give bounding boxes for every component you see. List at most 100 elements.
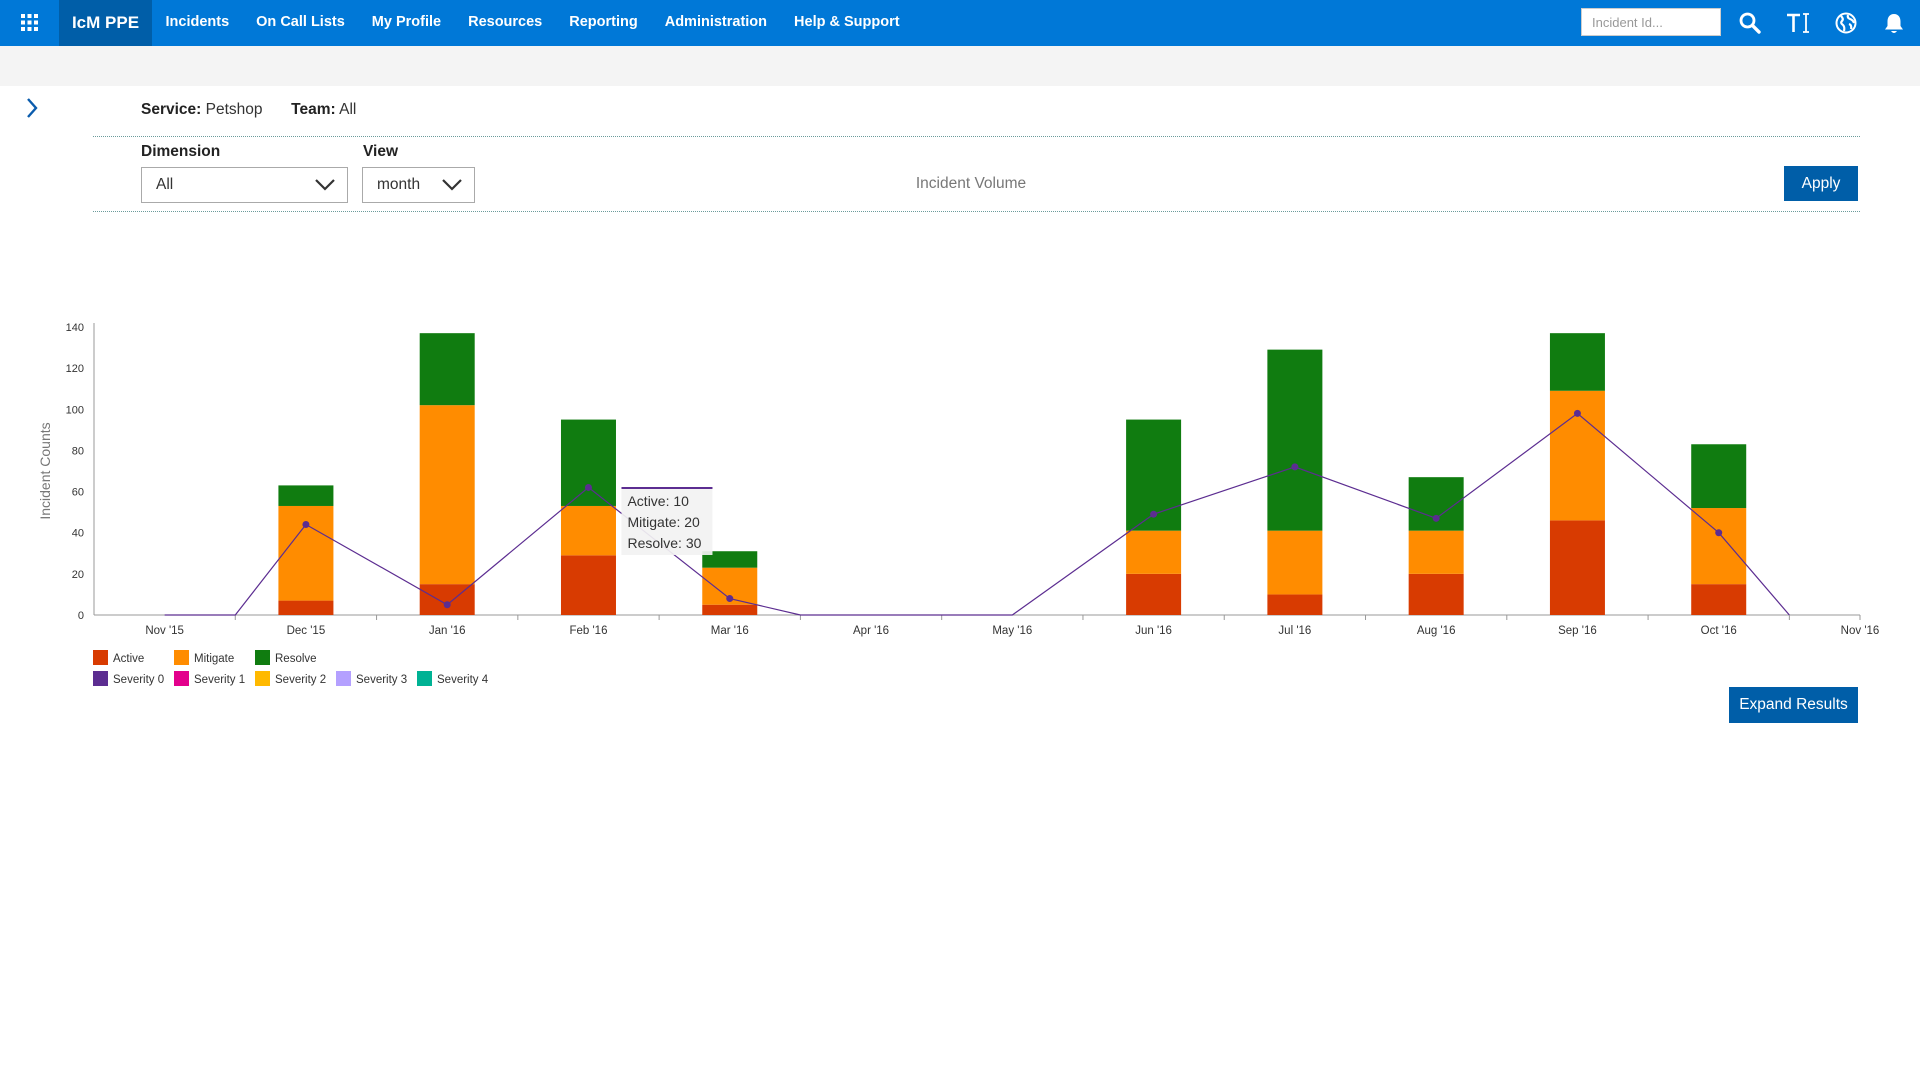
- chevron-right-icon: [27, 98, 38, 118]
- dimension-select[interactable]: All: [141, 167, 348, 203]
- x-tick-label: Mar '16: [711, 625, 749, 637]
- nav-on-call-lists[interactable]: On Call Lists: [256, 14, 345, 30]
- chevron-down-icon: [315, 179, 335, 191]
- y-tick-label: 80: [72, 445, 84, 457]
- bar-segment-mitigate: [1691, 508, 1747, 585]
- severity-point: [1291, 463, 1299, 471]
- severity-line: [164, 412, 1790, 616]
- bar-segment-active: [1691, 584, 1747, 615]
- bar-segment-active: [1549, 520, 1605, 615]
- severity-point: [1150, 510, 1158, 518]
- severity-point: [1573, 409, 1581, 417]
- severity-point: [726, 595, 734, 603]
- severity-point: [1715, 529, 1723, 537]
- bar-segment-mitigate: [419, 405, 475, 585]
- severity-point: [584, 483, 592, 491]
- view-label: View: [363, 143, 399, 160]
- brand-home-link[interactable]: IcM PPE: [59, 0, 152, 46]
- legend-swatch: [174, 671, 189, 686]
- incident-id-search-input[interactable]: [1581, 8, 1721, 36]
- globe-icon: [1835, 12, 1857, 34]
- nav-my-profile[interactable]: My Profile: [371, 14, 442, 30]
- chevron-down-icon: [442, 179, 462, 191]
- divider-bottom: [93, 211, 1860, 212]
- severity-point: [302, 520, 310, 528]
- bar-segment-active: [1408, 573, 1464, 615]
- nav-help-support[interactable]: Help & Support: [794, 14, 900, 30]
- legend-swatch: [417, 671, 432, 686]
- bar-segment-resolve: [1549, 333, 1605, 391]
- search-button[interactable]: [1733, 0, 1767, 46]
- x-tick-label: Aug '16: [1417, 625, 1456, 637]
- legend-label: Severity 4: [437, 674, 489, 686]
- legend-label: Severity 0: [113, 674, 164, 686]
- search-icon: [1739, 12, 1761, 34]
- notifications-button[interactable]: [1877, 0, 1911, 46]
- sub-header-band: [0, 46, 1920, 86]
- tooltip-line: Mitigate: 20: [627, 514, 700, 530]
- bar-segment-resolve: [278, 485, 334, 506]
- severity-point: [1432, 514, 1440, 522]
- legend-label: Active: [113, 653, 144, 665]
- x-tick-label: Feb '16: [569, 625, 607, 637]
- legend-label: Severity 3: [356, 674, 407, 686]
- main-nav: Incidents On Call Lists My Profile Resou…: [152, 0, 913, 46]
- tooltip-line: Active: 10: [627, 493, 689, 509]
- dimension-label: Dimension: [141, 143, 221, 160]
- bar-segment-resolve: [560, 419, 616, 506]
- nav-incidents[interactable]: Incidents: [165, 14, 230, 30]
- bar-segment-mitigate: [1408, 530, 1464, 574]
- service-value: Petshop: [205, 101, 263, 118]
- bar-segment-active: [278, 600, 334, 615]
- x-tick-label: Sep '16: [1558, 625, 1597, 637]
- apply-button[interactable]: Apply: [1784, 166, 1858, 201]
- top-nav-bar: IcM PPE Incidents On Call Lists My Profi…: [0, 0, 1920, 46]
- tooltip-box: [621, 488, 713, 555]
- expand-results-button[interactable]: Expand Results: [1729, 687, 1858, 723]
- view-value: month: [377, 176, 421, 193]
- x-tick-label: Jun '16: [1135, 625, 1172, 637]
- x-tick-label: Jul '16: [1278, 625, 1311, 637]
- bar-segment-resolve: [419, 333, 475, 406]
- side-panel-toggle[interactable]: [22, 96, 42, 120]
- team-value: All: [339, 101, 357, 118]
- legend-swatch: [93, 671, 108, 686]
- team-label: Team:: [291, 101, 336, 118]
- x-tick-label: Jan '16: [429, 625, 466, 637]
- y-tick-label: 40: [72, 528, 84, 540]
- service-label: Service:: [141, 101, 202, 118]
- language-button[interactable]: [1829, 0, 1863, 46]
- legend-swatch: [93, 650, 108, 665]
- bar-segment-active: [702, 604, 758, 615]
- bar-segment-mitigate: [560, 505, 616, 556]
- nav-resources[interactable]: Resources: [468, 14, 543, 30]
- divider-top: [93, 136, 1860, 137]
- x-tick-label: Nov '16: [1841, 625, 1880, 637]
- apps-grid-icon: [21, 14, 38, 31]
- severity-point: [443, 601, 451, 609]
- bar-segment-active: [1126, 573, 1182, 615]
- service-team-summary: Service: Petshop Team: All: [141, 101, 356, 119]
- nav-reporting[interactable]: Reporting: [569, 14, 638, 30]
- app-launcher-button[interactable]: [0, 0, 59, 46]
- incident-volume-chart: 0 20 40 60 80 100 120 140 Incident Counts Nov '15…: [37, 322, 1880, 686]
- bell-icon: [1885, 13, 1903, 33]
- view-select[interactable]: month: [362, 167, 475, 203]
- text-tool-button[interactable]: [1781, 0, 1815, 46]
- y-tick-label: 140: [66, 322, 84, 334]
- bar-segment-resolve: [1691, 444, 1747, 509]
- y-tick-label: 60: [72, 487, 84, 499]
- legend-label: Mitigate: [194, 653, 234, 665]
- chart-title: Incident Volume: [915, 175, 1027, 192]
- legend-label: Severity 2: [275, 674, 326, 686]
- x-tick-label: Oct '16: [1701, 625, 1737, 637]
- x-tick-label: Apr '16: [853, 625, 889, 637]
- y-axis-title: Incident Counts: [37, 422, 53, 519]
- legend-swatch: [255, 671, 270, 686]
- legend-label: Severity 1: [194, 674, 245, 686]
- legend-swatch: [174, 650, 189, 665]
- bar-segment-active: [560, 555, 616, 615]
- tooltip-line: Resolve: 30: [627, 535, 701, 551]
- legend-label: Resolve: [275, 653, 317, 665]
- nav-administration[interactable]: Administration: [664, 14, 768, 30]
